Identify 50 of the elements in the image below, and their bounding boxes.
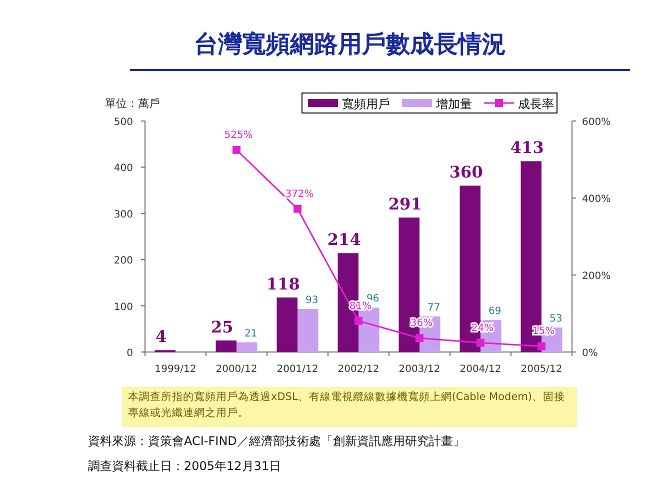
y-tick-label: 300	[114, 209, 133, 220]
y-tick-label: 200	[114, 256, 133, 267]
data-label: 214	[327, 230, 361, 250]
data-label: 291	[388, 194, 422, 214]
data-label: 525%	[224, 130, 253, 141]
data-label: 118	[266, 274, 300, 294]
data-label: 69	[488, 306, 502, 318]
data-label: 77	[428, 302, 440, 314]
x-tick-label: 2003/12	[398, 364, 440, 375]
x-tick-label: 1999/12	[154, 364, 196, 375]
x-tick-label: 2000/12	[216, 364, 258, 375]
data-label: 413	[510, 138, 544, 158]
y-tick-label: 0	[126, 348, 133, 359]
legend-label: 成長率	[518, 97, 554, 111]
x-tick-label: 2004/12	[460, 364, 502, 375]
y-axis-title: 單位：萬戶	[105, 97, 160, 110]
point	[416, 334, 424, 342]
bar	[276, 297, 298, 352]
y-tick-label: 500	[114, 117, 133, 128]
point	[476, 338, 484, 347]
x-tick-label: 2002/12	[338, 364, 380, 375]
source-note: 資料來源：資策會ACI-FIND／經濟部技術處「創新資訊應用研究計畫」	[88, 434, 465, 448]
bar	[216, 340, 236, 352]
data-label: 81%	[349, 300, 372, 312]
data-label: 93	[306, 295, 318, 306]
y-tick-label: 100	[114, 302, 133, 313]
y2-tick-label: 400%	[582, 194, 611, 205]
point	[232, 146, 240, 154]
legend-label: 寬頻用戶	[342, 97, 390, 111]
point	[354, 316, 362, 325]
y2-tick-label: 600%	[582, 117, 611, 128]
chart-title: 台灣寬頻網路用戶數成長情況	[194, 30, 506, 58]
y2-tick-label: 0%	[582, 348, 598, 359]
data-label: 372%	[285, 188, 314, 200]
data-label: 4	[156, 327, 167, 346]
data-label: 53	[550, 314, 562, 325]
data-label: 21	[244, 328, 258, 340]
x-tick-label: 2001/12	[276, 364, 318, 375]
data-label: 360	[449, 162, 483, 182]
text: 調查資料截止日：2005年12月31日	[88, 459, 282, 473]
data-label: 25	[210, 317, 234, 336]
text: 本調查所指的寬頻用戶為透過xDSL、有線電視纜線數據機寬頻上網(Cable Modem)、固接專線或光纖連網之用戶。	[128, 390, 566, 421]
bar	[236, 342, 258, 352]
legend-label: 增加量	[435, 97, 472, 111]
point	[294, 204, 302, 213]
y-tick-label: 400	[114, 163, 133, 174]
y2-tick-label: 200%	[582, 271, 611, 282]
bar	[298, 309, 318, 352]
point	[538, 342, 546, 350]
x-tick-label: 2005/12	[520, 364, 562, 375]
